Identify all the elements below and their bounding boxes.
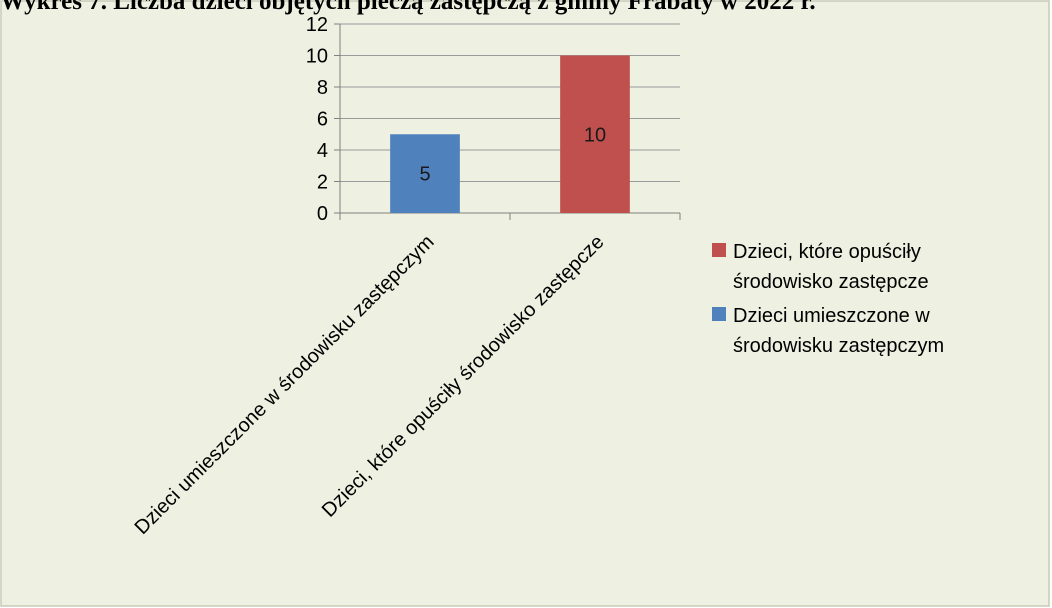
legend-label: środowisko zastępcze [733,271,929,293]
bar [560,55,630,213]
y-tick-label: 12 [306,14,328,36]
legend: Dzieci, które opuściły środowisko zastępc… [712,241,944,357]
y-tick-label: 6 [317,109,328,131]
legend-swatch [712,307,726,321]
bar [390,134,460,213]
bar-value-label: 5 [419,164,430,186]
legend-label: Dzieci umieszczone w [733,305,930,327]
bars [390,55,630,213]
y-tick-label: 4 [317,140,328,162]
y-tick-label: 10 [306,46,328,68]
legend-label: środowisku zastępczym [733,335,944,357]
legend-swatch [712,243,726,257]
data-labels: 5 10 [419,124,606,185]
y-tick-label: 8 [317,77,328,99]
y-tick-label: 2 [317,172,328,194]
chart-title: Wykres 7. Liczba dzieci objętych pieczą … [0,0,816,15]
bar-value-label: 10 [584,124,606,146]
legend-label: Dzieci, które opuściły [733,241,921,263]
y-tick-label: 0 [317,203,328,225]
